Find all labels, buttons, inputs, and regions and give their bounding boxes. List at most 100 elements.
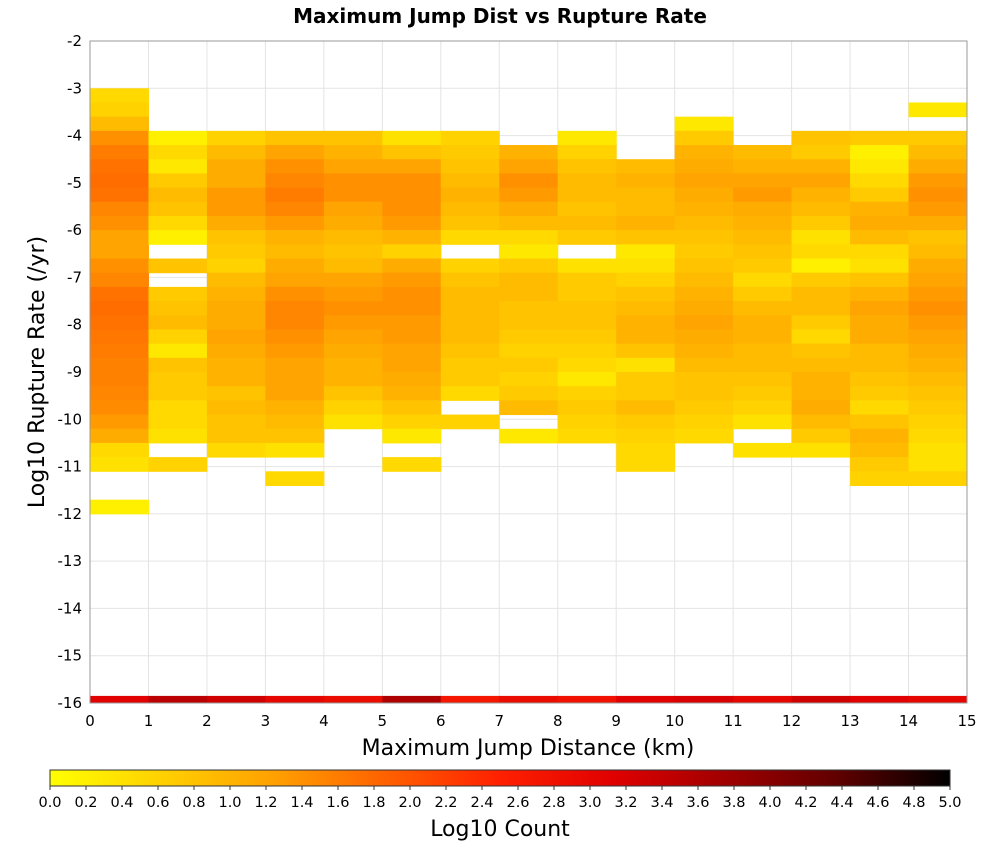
heatmap-cell	[499, 372, 559, 387]
heatmap-cell	[440, 286, 500, 302]
heatmap-cell	[908, 130, 968, 146]
heatmap-cell	[206, 343, 266, 359]
heatmap-cell	[791, 315, 851, 330]
heatmap-cell	[323, 173, 383, 189]
heatmap-cell	[265, 201, 325, 217]
heatmap-cell	[265, 329, 325, 345]
colorbar-tick-label: 4.6	[866, 795, 889, 811]
heatmap-cell	[90, 215, 149, 231]
y-tick-label: -10	[58, 410, 83, 428]
heatmap-cell	[674, 414, 734, 430]
heatmap-cell	[850, 258, 910, 274]
heatmap-cell	[440, 130, 500, 146]
heatmap-cell	[90, 457, 149, 472]
heatmap-cell	[616, 258, 676, 274]
heatmap-cell	[674, 258, 734, 274]
heatmap-cell	[791, 201, 851, 217]
heatmap-cell	[323, 414, 383, 430]
heatmap-cell	[791, 372, 851, 387]
heatmap-cell	[440, 187, 500, 203]
heatmap-cell	[323, 386, 383, 401]
heatmap-cell	[616, 315, 676, 330]
heatmap-cell	[674, 386, 734, 401]
heatmap-cell	[557, 414, 617, 430]
heatmap-cell	[499, 272, 559, 288]
heatmap-cell	[616, 428, 676, 444]
heatmap-cell	[733, 442, 793, 458]
y-tick-label: -13	[58, 552, 83, 570]
heatmap-cell	[90, 116, 149, 132]
heatmap-cell	[323, 130, 383, 146]
heatmap-cell	[908, 329, 968, 345]
heatmap-cell	[499, 258, 559, 274]
colorbar-tick-label: 4.0	[758, 795, 781, 811]
heatmap-cell	[908, 471, 968, 486]
heatmap-cell	[850, 343, 910, 359]
heatmap-cell	[440, 315, 500, 330]
heatmap-cell	[499, 159, 559, 174]
heatmap-cell	[616, 244, 676, 260]
heatmap-cell	[265, 286, 325, 302]
heatmap-cell	[499, 315, 559, 330]
heatmap-cell	[850, 471, 910, 486]
heatmap-cell	[382, 187, 442, 203]
heatmap-cell	[733, 201, 793, 217]
heatmap-cell	[382, 244, 442, 260]
colorbar	[49, 769, 951, 787]
heatmap-cell-floor	[499, 695, 559, 703]
heatmap-cell	[674, 357, 734, 373]
x-tick-label: 7	[494, 712, 504, 730]
heatmap-cell	[148, 286, 208, 302]
heatmap-cell	[733, 357, 793, 373]
colorbar-tick-label: 1.6	[326, 795, 349, 811]
colorbar-tick-label: 2.8	[542, 795, 565, 811]
heatmap-cell	[616, 187, 676, 203]
heatmap-cell	[382, 272, 442, 288]
colorbar-tick-label: 3.4	[650, 795, 673, 811]
heatmap-cell	[265, 130, 325, 146]
heatmap-cell	[616, 173, 676, 189]
heatmap-cell	[616, 329, 676, 345]
heatmap-cell	[557, 343, 617, 359]
heatmap-cell	[206, 187, 266, 203]
heatmap-cell	[90, 499, 149, 515]
colorbar-tick-label: 2.0	[398, 795, 421, 811]
heatmap-cell	[265, 258, 325, 274]
heatmap-cell	[674, 301, 734, 316]
heatmap-cell	[148, 230, 208, 245]
heatmap-cells	[90, 88, 968, 703]
heatmap-cell	[499, 400, 559, 416]
x-tick-label: 13	[841, 712, 860, 730]
heatmap-cell	[148, 215, 208, 231]
heatmap-cell	[90, 315, 149, 330]
heatmap-cell	[265, 159, 325, 174]
heatmap-cell	[265, 272, 325, 288]
heatmap-cell-floor	[850, 695, 910, 703]
heatmap-cell	[674, 272, 734, 288]
y-tick-label: -7	[67, 268, 82, 286]
y-axis-ticks: -2 -3 -4 -5 -6 -7 -8 -9 -10 -11 -12 -13 -14 -15 -16	[58, 32, 83, 712]
heatmap-cell	[908, 414, 968, 430]
heatmap-cell	[850, 272, 910, 288]
heatmap-cell	[733, 187, 793, 203]
heatmap-cell-floor	[616, 695, 676, 703]
heatmap-cell	[148, 201, 208, 217]
heatmap-cell	[791, 130, 851, 146]
heatmap-cell	[206, 442, 266, 458]
heatmap-cell	[148, 130, 208, 146]
heatmap-cell	[148, 386, 208, 401]
heatmap-cell	[616, 442, 676, 458]
heatmap-cell	[323, 244, 383, 260]
heatmap-cell	[557, 315, 617, 330]
heatmap-cell	[791, 215, 851, 231]
heatmap-cell	[382, 315, 442, 330]
heatmap-cell	[674, 400, 734, 416]
heatmap-cell	[908, 315, 968, 330]
heatmap-cell	[148, 173, 208, 189]
heatmap-cell	[499, 244, 559, 260]
heatmap-cell	[674, 428, 734, 444]
heatmap-cell	[206, 201, 266, 217]
heatmap-cell	[148, 329, 208, 345]
heatmap-cell	[733, 343, 793, 359]
heatmap-cell	[90, 400, 149, 416]
